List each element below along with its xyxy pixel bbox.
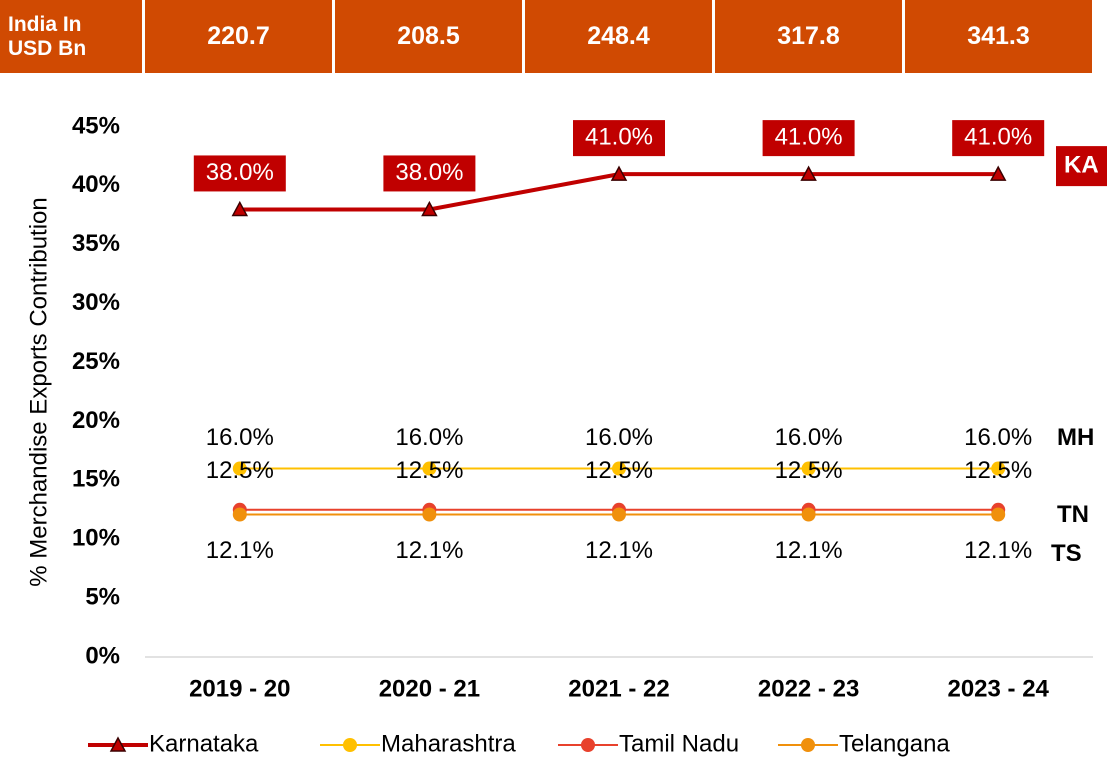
legend-label: Karnataka bbox=[149, 730, 259, 757]
value-label: 16.0% bbox=[585, 424, 653, 451]
end-label: MH bbox=[1057, 424, 1094, 451]
y-tick-label: 40% bbox=[72, 171, 120, 198]
marker bbox=[422, 507, 437, 522]
y-tick-label: 15% bbox=[72, 466, 120, 493]
x-tick-label: 2022 - 23 bbox=[758, 675, 859, 702]
value-label: 41.0% bbox=[585, 123, 653, 150]
marker bbox=[612, 507, 626, 522]
end-label: TN bbox=[1057, 501, 1089, 528]
legend-label: Tamil Nadu bbox=[619, 730, 739, 757]
header-value: 317.8 bbox=[715, 0, 902, 73]
marker bbox=[801, 738, 815, 752]
marker bbox=[232, 461, 247, 476]
value-label: 12.1% bbox=[585, 537, 653, 564]
value-label-box bbox=[573, 120, 665, 157]
value-label: 12.5% bbox=[585, 457, 653, 484]
marker bbox=[801, 507, 816, 522]
value-label-box bbox=[762, 120, 855, 157]
header-label-cell: India In USD Bn bbox=[0, 0, 142, 73]
marker bbox=[232, 507, 247, 522]
end-label: TS bbox=[1051, 540, 1082, 567]
value-label: 38.0% bbox=[206, 159, 274, 186]
marker bbox=[612, 461, 626, 476]
value-label: 12.1% bbox=[395, 537, 463, 564]
end-label-box bbox=[1056, 146, 1107, 187]
header-value: 341.3 bbox=[905, 0, 1092, 73]
header-value: 208.5 bbox=[335, 0, 522, 73]
header-value: 248.4 bbox=[525, 0, 712, 73]
y-axis-label: % Merchandise Exports Contribution bbox=[25, 197, 52, 587]
value-label: 16.0% bbox=[206, 424, 274, 451]
header-value: 220.7 bbox=[145, 0, 332, 73]
value-label-box bbox=[952, 120, 1045, 157]
y-tick-label: 35% bbox=[72, 230, 120, 257]
value-label-box bbox=[193, 155, 286, 192]
marker bbox=[581, 738, 595, 752]
y-tick-label: 0% bbox=[85, 642, 120, 669]
header-label: India In USD Bn bbox=[8, 12, 87, 60]
marker bbox=[989, 165, 1007, 181]
end-label: KA bbox=[1064, 151, 1099, 178]
value-label: 38.0% bbox=[395, 159, 463, 186]
marker bbox=[231, 200, 249, 217]
value-label: 12.5% bbox=[395, 457, 463, 484]
y-tick-label: 20% bbox=[72, 407, 120, 434]
value-label: 16.0% bbox=[964, 424, 1032, 451]
value-label: 16.0% bbox=[395, 424, 463, 451]
marker bbox=[109, 736, 127, 752]
value-label: 12.5% bbox=[206, 457, 274, 484]
y-tick-label: 10% bbox=[72, 525, 120, 552]
value-label: 12.1% bbox=[964, 537, 1032, 564]
value-label: 12.5% bbox=[775, 457, 843, 484]
y-tick-label: 25% bbox=[72, 348, 120, 375]
x-tick-label: 2019 - 20 bbox=[189, 675, 290, 702]
value-label: 41.0% bbox=[964, 123, 1032, 150]
value-label: 41.0% bbox=[775, 123, 843, 150]
marker bbox=[991, 507, 1006, 522]
marker bbox=[610, 165, 628, 181]
value-label: 12.5% bbox=[964, 457, 1032, 484]
value-label: 12.1% bbox=[775, 537, 843, 564]
marker bbox=[801, 461, 816, 476]
marker bbox=[991, 461, 1006, 476]
marker bbox=[421, 200, 438, 217]
value-label: 16.0% bbox=[775, 424, 843, 451]
marker bbox=[343, 738, 357, 752]
value-label-box bbox=[383, 155, 476, 192]
x-tick-label: 2020 - 21 bbox=[379, 675, 480, 702]
y-tick-label: 5% bbox=[85, 583, 120, 610]
header-row: India In USD Bn 220.7 208.5 248.4 317.8 341.… bbox=[0, 0, 1095, 73]
legend-label: Maharashtra bbox=[381, 730, 516, 757]
legend-label: Telangana bbox=[839, 730, 950, 757]
value-label: 12.1% bbox=[206, 537, 274, 564]
marker bbox=[800, 165, 817, 181]
marker bbox=[422, 461, 437, 476]
x-tick-label: 2023 - 24 bbox=[947, 675, 1049, 702]
x-tick-label: 2021 - 22 bbox=[568, 675, 669, 702]
y-tick-label: 45% bbox=[72, 112, 120, 139]
y-tick-label: 30% bbox=[72, 289, 120, 316]
